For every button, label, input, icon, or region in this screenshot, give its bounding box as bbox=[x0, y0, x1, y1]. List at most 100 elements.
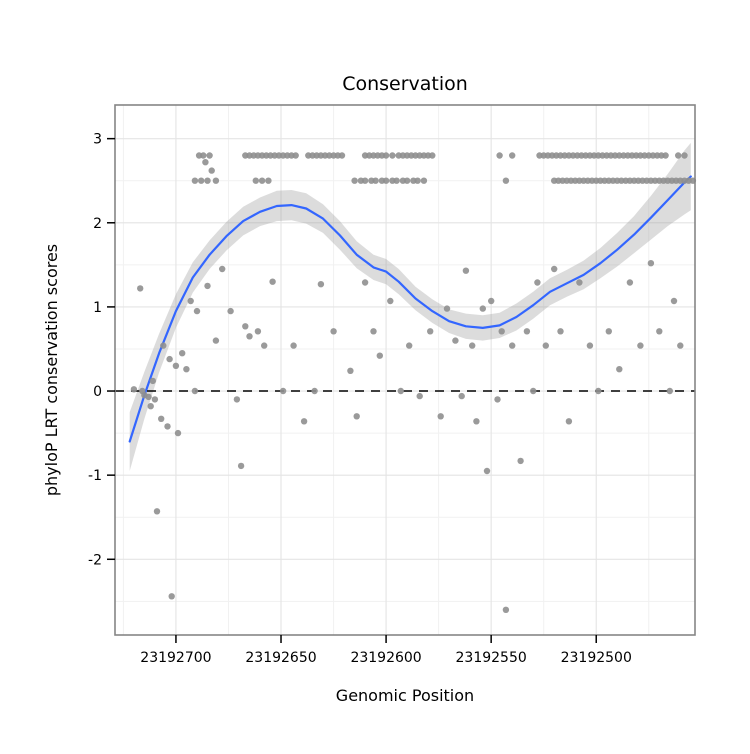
data-point bbox=[206, 152, 213, 159]
data-point bbox=[576, 279, 583, 286]
data-point bbox=[637, 342, 644, 349]
data-point bbox=[488, 297, 495, 305]
data-point bbox=[204, 282, 211, 290]
data-point bbox=[254, 328, 262, 335]
data-point bbox=[149, 377, 156, 385]
data-point bbox=[483, 467, 491, 475]
data-point bbox=[151, 396, 159, 403]
data-point bbox=[137, 285, 144, 292]
data-point bbox=[397, 387, 404, 395]
data-point bbox=[198, 177, 205, 184]
data-point bbox=[204, 177, 211, 184]
data-point bbox=[616, 366, 623, 373]
plot-panel bbox=[115, 105, 695, 635]
data-point bbox=[557, 328, 564, 335]
data-point bbox=[261, 342, 268, 349]
grid-major-lines bbox=[115, 105, 695, 635]
data-point bbox=[153, 508, 161, 515]
data-point bbox=[427, 328, 434, 335]
data-point bbox=[202, 159, 209, 166]
data-point bbox=[534, 279, 541, 286]
data-point bbox=[252, 177, 259, 184]
y-axis: -2 -1 0 1 2 3 bbox=[88, 132, 115, 568]
data-point bbox=[403, 177, 411, 184]
data-point bbox=[376, 352, 383, 359]
data-point bbox=[361, 279, 369, 286]
data-point bbox=[212, 177, 220, 184]
data-point bbox=[509, 152, 516, 159]
data-point bbox=[347, 367, 354, 374]
data-point bbox=[509, 342, 516, 349]
data-point bbox=[191, 177, 199, 184]
data-point bbox=[458, 392, 465, 400]
data-point bbox=[158, 415, 165, 422]
data-point bbox=[542, 342, 549, 349]
x-tick-label: 23192700 bbox=[140, 650, 211, 666]
data-point bbox=[212, 337, 220, 344]
data-point bbox=[265, 177, 272, 184]
chart-title: Conservation bbox=[342, 73, 468, 95]
y-tick-label: -2 bbox=[88, 552, 102, 568]
x-axis-title: Genomic Position bbox=[336, 686, 474, 705]
x-tick-label: 23192550 bbox=[456, 650, 527, 666]
data-point bbox=[187, 297, 194, 305]
x-tick-label: 23192600 bbox=[350, 650, 421, 666]
data-point bbox=[666, 387, 673, 395]
data-point bbox=[473, 418, 480, 425]
data-point bbox=[443, 305, 451, 312]
data-point bbox=[462, 267, 470, 274]
data-point bbox=[496, 152, 503, 159]
data-point bbox=[227, 307, 234, 315]
data-point bbox=[656, 328, 663, 335]
data-point bbox=[191, 387, 199, 395]
data-point bbox=[147, 403, 154, 410]
data-point bbox=[164, 423, 171, 430]
data-point bbox=[237, 462, 245, 470]
data-point bbox=[242, 323, 249, 330]
data-point bbox=[605, 328, 612, 335]
grid-minor-lines bbox=[115, 105, 695, 635]
data-point bbox=[290, 342, 297, 349]
data-point bbox=[530, 387, 537, 395]
data-point bbox=[361, 177, 369, 184]
data-point bbox=[626, 279, 634, 286]
data-point bbox=[502, 606, 510, 613]
data-point bbox=[416, 392, 423, 400]
data-point bbox=[382, 152, 390, 159]
data-point bbox=[166, 355, 173, 363]
data-point bbox=[179, 350, 186, 357]
data-point bbox=[469, 342, 476, 349]
y-tick-label: 0 bbox=[93, 384, 102, 400]
data-point bbox=[389, 152, 396, 159]
data-point bbox=[523, 328, 531, 335]
data-point bbox=[429, 152, 436, 159]
data-point bbox=[647, 260, 655, 267]
data-point bbox=[437, 413, 444, 420]
x-tick-label: 23192500 bbox=[561, 650, 632, 666]
scatter-points bbox=[130, 152, 697, 613]
data-point bbox=[670, 297, 678, 305]
x-tick-label: 23192650 bbox=[245, 650, 316, 666]
data-point bbox=[172, 362, 180, 369]
data-point bbox=[351, 177, 358, 184]
data-point bbox=[586, 342, 594, 349]
data-point bbox=[494, 396, 501, 403]
y-tick-label: 3 bbox=[93, 132, 102, 148]
data-point bbox=[502, 177, 510, 184]
data-point bbox=[300, 418, 308, 425]
data-point bbox=[200, 152, 207, 159]
data-point bbox=[595, 387, 602, 395]
data-point bbox=[382, 177, 390, 184]
data-point bbox=[193, 307, 201, 315]
data-point bbox=[279, 387, 287, 395]
data-point bbox=[662, 152, 669, 159]
data-point bbox=[168, 593, 175, 600]
loess-line bbox=[128, 175, 692, 443]
data-point bbox=[406, 342, 413, 349]
data-point bbox=[183, 366, 190, 373]
data-point bbox=[317, 281, 325, 288]
y-tick-label: 2 bbox=[93, 216, 102, 232]
data-point bbox=[233, 396, 241, 403]
data-point bbox=[338, 152, 346, 159]
